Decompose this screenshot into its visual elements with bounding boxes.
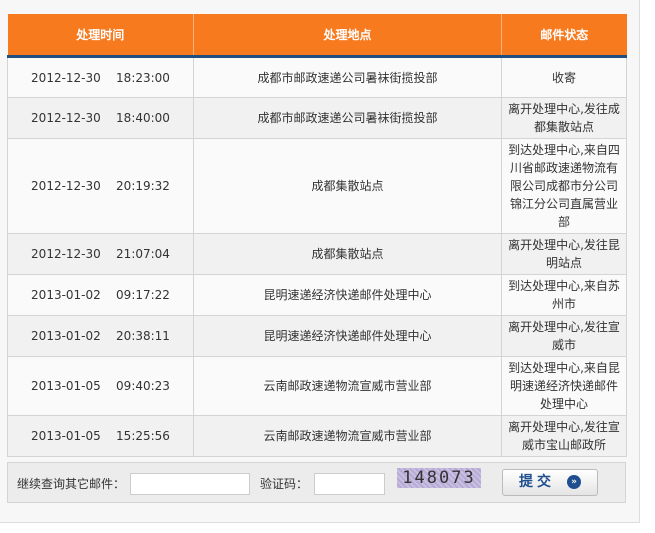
table-row: 2013-01-02 09:17:22 昆明速递经济快递邮件处理中心 到达处理中心,… xyxy=(7,274,627,316)
time-cell: 2013-01-05 15:25:56 xyxy=(7,415,194,457)
header-time: 处理时间 xyxy=(7,14,194,58)
table-row: 2013-01-05 15:25:56 云南邮政速递物流宣威市营业部 离开处理中心,… xyxy=(7,415,627,457)
header-status: 邮件状态 xyxy=(501,14,627,58)
table-row: 2013-01-02 20:38:11 昆明速递经济快递邮件处理中心 离开处理中心,… xyxy=(7,315,627,357)
time-cell: 2012-12-30 18:23:00 xyxy=(7,56,194,98)
location-cell: 昆明速递经济快递邮件处理中心 xyxy=(193,315,502,357)
table-header-row: 处理时间 处理地点 邮件状态 xyxy=(7,14,627,58)
submit-label: 提交 xyxy=(519,474,555,490)
location-cell: 成都市邮政速递公司暑袜街揽投部 xyxy=(193,97,502,139)
location-cell: 昆明速递经济快递邮件处理中心 xyxy=(193,274,502,316)
status-cell: 收寄 xyxy=(501,56,627,98)
tracking-table: 处理时间 处理地点 邮件状态 2012-12-30 18:23:00 成都市邮政速… xyxy=(7,14,627,457)
tracking-number-input[interactable] xyxy=(130,473,250,495)
status-cell: 离开处理中心,发往昆明站点 xyxy=(501,233,627,275)
query-form: 继续查询其它邮件： 验证码： 148073 提交 » xyxy=(7,462,626,503)
double-chevron-right-icon: » xyxy=(567,475,581,489)
status-cell: 到达处理中心,来自四川省邮政速递物流有限公司成都市分公司锦江分公司直属营业部 xyxy=(501,138,627,234)
table-row: 2012-12-30 18:40:00 成都市邮政速递公司暑袜街揽投部 离开处理中心… xyxy=(7,97,627,139)
time-cell: 2012-12-30 18:40:00 xyxy=(7,97,194,139)
header-location: 处理地点 xyxy=(193,14,502,58)
status-cell: 离开处理中心,发往宣威市 xyxy=(501,315,627,357)
location-cell: 成都集散站点 xyxy=(193,233,502,275)
time-cell: 2013-01-05 09:40:23 xyxy=(7,356,194,416)
status-cell: 离开处理中心,发往成都集散站点 xyxy=(501,97,627,139)
time-cell: 2012-12-30 21:07:04 xyxy=(7,233,194,275)
captcha-input[interactable] xyxy=(314,473,385,495)
time-cell: 2013-01-02 09:17:22 xyxy=(7,274,194,316)
status-cell: 到达处理中心,来自苏州市 xyxy=(501,274,627,316)
status-cell: 到达处理中心,来自昆明速递经济快递邮件处理中心 xyxy=(501,356,627,416)
submit-button[interactable]: 提交 » xyxy=(502,469,598,496)
location-cell: 云南邮政速递物流宣威市营业部 xyxy=(193,356,502,416)
table-row: 2012-12-30 20:19:32 成都集散站点 到达处理中心,来自四川省邮政速… xyxy=(7,138,627,234)
captcha-label: 验证码： xyxy=(260,477,309,491)
table-row: 2013-01-05 09:40:23 云南邮政速递物流宣威市营业部 到达处理中心,… xyxy=(7,356,627,416)
query-label: 继续查询其它邮件： xyxy=(17,477,126,491)
location-cell: 成都市邮政速递公司暑袜街揽投部 xyxy=(193,56,502,98)
location-cell: 成都集散站点 xyxy=(193,138,502,234)
tracking-panel: 处理时间 处理地点 邮件状态 2012-12-30 18:23:00 成都市邮政速… xyxy=(0,0,640,523)
location-cell: 云南邮政速递物流宣威市营业部 xyxy=(193,415,502,457)
status-cell: 离开处理中心,发往宣威市宝山邮政所 xyxy=(501,415,627,457)
captcha-image[interactable]: 148073 xyxy=(397,468,481,488)
time-cell: 2013-01-02 20:38:11 xyxy=(7,315,194,357)
table-row: 2012-12-30 21:07:04 成都集散站点 离开处理中心,发往昆明站点 xyxy=(7,233,627,275)
table-row: 2012-12-30 18:23:00 成都市邮政速递公司暑袜街揽投部 收寄 xyxy=(7,56,627,98)
time-cell: 2012-12-30 20:19:32 xyxy=(7,138,194,234)
